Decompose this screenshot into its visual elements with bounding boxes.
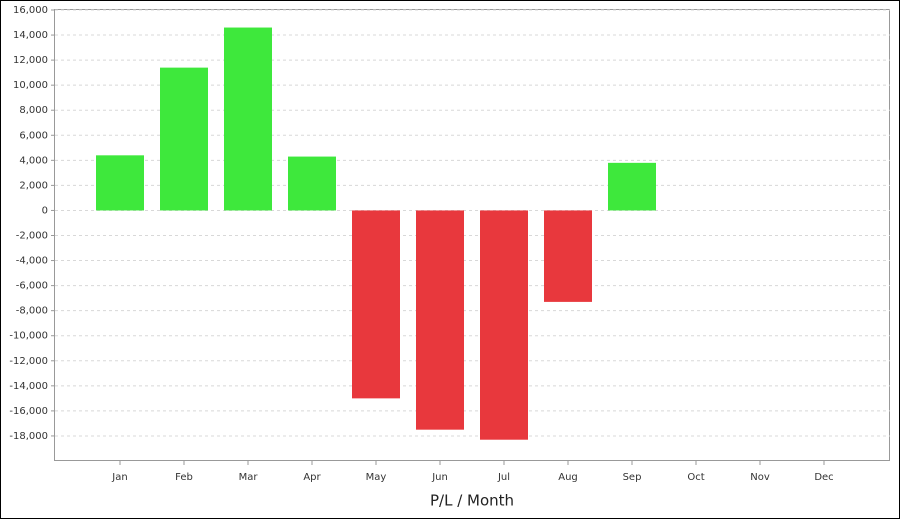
y-tick-label: 8,000 [19,105,48,116]
y-tick-label: -12,000 [9,356,48,367]
bar [96,155,144,211]
x-axis-title: P/L / Month [430,492,514,510]
y-tick-label: -14,000 [9,381,48,392]
x-tick-label: Jan [111,472,127,483]
x-tick-label: Apr [303,472,321,483]
y-tick-label: 10,000 [13,80,48,91]
x-tick-label: Jun [431,472,448,483]
y-tick-label: -4,000 [16,256,48,267]
bar [608,162,656,211]
y-tick-label: 6,000 [19,130,48,141]
y-tick-label: 16,000 [13,5,48,16]
x-tick-label: Dec [814,472,833,483]
y-tick-label: -8,000 [16,306,48,317]
bar [416,210,464,430]
x-tick-label: Feb [175,472,193,483]
y-tick-label: 12,000 [13,55,48,66]
y-tick-label: -16,000 [9,406,48,417]
x-tick-label: Aug [558,472,578,483]
y-tick-label: 14,000 [13,30,48,41]
y-tick-label: 2,000 [19,180,48,191]
y-tick-label: 4,000 [19,155,48,166]
x-tick-label: Mar [239,472,259,483]
bar [544,210,592,302]
y-tick-label: -6,000 [16,281,48,292]
x-tick-label: Oct [687,472,704,483]
bar [288,156,336,211]
y-tick-label: 0 [42,205,48,216]
y-tick-label: -2,000 [16,231,48,242]
bar [224,27,272,211]
x-tick-label: Sep [623,472,642,483]
bar [480,210,528,440]
bar [160,67,208,211]
x-tick-label: Nov [750,472,770,483]
bar [352,210,400,399]
y-tick-label: -18,000 [9,431,48,442]
y-tick-label: -10,000 [9,331,48,342]
x-tick-label: May [366,472,387,483]
x-tick-label: Jul [497,472,510,483]
